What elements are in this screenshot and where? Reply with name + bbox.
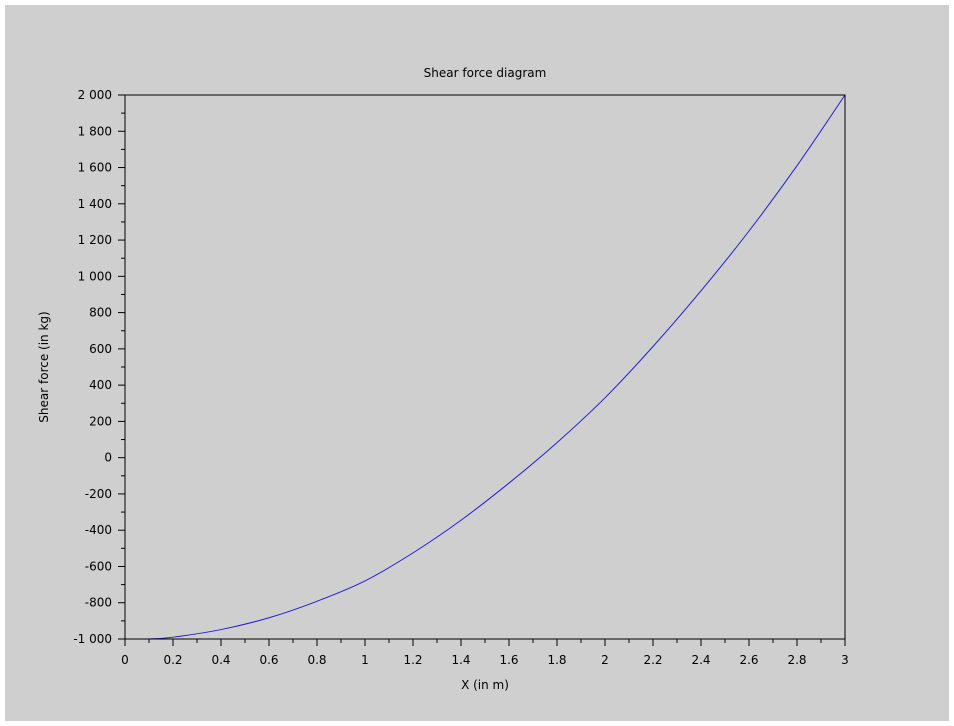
- y-tick-label: -400: [85, 523, 112, 537]
- x-axis-title: X (in m): [461, 678, 509, 692]
- y-tick-label: 1 200: [78, 233, 112, 247]
- y-tick-label: 400: [89, 378, 112, 392]
- y-tick-label: 800: [89, 306, 112, 320]
- x-tick-label: 2.2: [643, 653, 662, 667]
- chart-title: Shear force diagram: [424, 66, 547, 80]
- y-tick-label: 2 000: [78, 88, 112, 102]
- y-tick-label: 1 600: [78, 161, 112, 175]
- x-tick-label: 1: [361, 653, 369, 667]
- figure-background: [5, 5, 949, 721]
- x-tick-label: 0.2: [163, 653, 182, 667]
- y-tick-label: 200: [89, 414, 112, 428]
- shear-force-series-line: [148, 94, 846, 640]
- x-tick-label: 2: [601, 653, 609, 667]
- x-tick-label: 2.8: [787, 653, 806, 667]
- y-tick-label: 1 000: [78, 269, 112, 283]
- x-tick-label: 0.6: [259, 653, 278, 667]
- x-tick-label: 1.4: [451, 653, 470, 667]
- y-tick-label: -1 000: [73, 632, 112, 646]
- x-axis-ticks: 0 0.2 0.4 0.6 0.8 1 1.2 1.4 1.6 1.8 2 2.2 2.4 2.6 2.8 3: [121, 639, 849, 667]
- y-tick-label: 1 400: [78, 197, 112, 211]
- x-tick-label: 3: [841, 653, 849, 667]
- x-tick-label: 1.2: [403, 653, 422, 667]
- x-tick-label: 1.6: [499, 653, 518, 667]
- y-tick-label: 600: [89, 342, 112, 356]
- x-tick-label: 1.8: [547, 653, 566, 667]
- y-tick-label: 1 800: [78, 124, 112, 138]
- y-axis-title: Shear force (in kg): [37, 311, 51, 422]
- x-tick-label: 0.4: [211, 653, 230, 667]
- y-tick-label: 0: [104, 451, 112, 465]
- x-tick-label: 0: [121, 653, 129, 667]
- plot-area-frame: [124, 94, 846, 640]
- y-tick-label: -800: [85, 596, 112, 610]
- x-tick-label: 0.8: [307, 653, 326, 667]
- x-tick-label: 2.6: [739, 653, 758, 667]
- y-tick-label: -600: [85, 559, 112, 573]
- y-tick-label: -200: [85, 487, 112, 501]
- x-tick-label: 2.4: [691, 653, 710, 667]
- y-axis-ticks: -1 000 -800 -600 -400 -200 0 200 400 600 800 1 000…: [73, 88, 125, 646]
